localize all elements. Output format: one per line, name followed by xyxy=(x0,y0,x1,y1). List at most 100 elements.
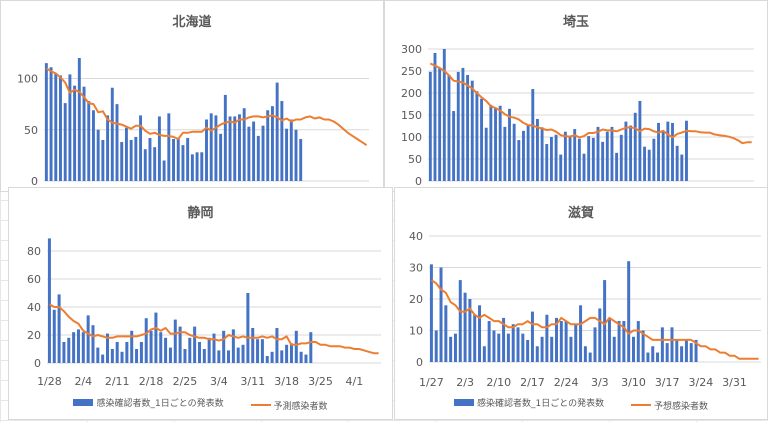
bar xyxy=(86,315,90,363)
bar xyxy=(439,267,443,362)
bar xyxy=(540,127,544,181)
bar xyxy=(666,121,670,181)
bar xyxy=(190,154,194,181)
bar xyxy=(503,126,507,181)
bar xyxy=(629,125,633,181)
x-tick-label: 3/10 xyxy=(621,376,646,389)
bar xyxy=(238,114,241,181)
bar xyxy=(484,127,488,181)
chart-panel-saitama[interactable]: 埼玉 0 50 100 150 200 250 300 xyxy=(384,0,768,192)
bar xyxy=(294,129,298,181)
bar xyxy=(593,327,597,362)
bar xyxy=(195,152,199,181)
bar xyxy=(531,89,535,181)
bar xyxy=(452,111,456,181)
bar xyxy=(149,330,153,363)
bar xyxy=(54,73,58,181)
bar xyxy=(535,118,539,181)
bar xyxy=(275,82,279,181)
bar xyxy=(463,292,467,362)
x-tick-label: 2/10 xyxy=(486,376,511,389)
bar xyxy=(188,337,192,363)
legend-item-line: 予測感染者数 xyxy=(250,399,328,412)
bar xyxy=(236,347,240,363)
bar xyxy=(106,333,110,363)
x-tick-label: 1/28 xyxy=(37,375,62,388)
bar xyxy=(574,324,578,362)
bar xyxy=(299,138,303,181)
bar xyxy=(227,350,231,363)
legend-item-bar: 感染確認者数_1日ごとの発表数 xyxy=(453,396,604,409)
bar xyxy=(57,294,61,363)
legend-label: 感染確認者数_1日ごとの発表数 xyxy=(96,399,224,409)
y-tick-label: 30 xyxy=(409,262,423,275)
bar xyxy=(545,314,549,362)
bar xyxy=(526,339,530,362)
forecast-line xyxy=(45,67,368,146)
y-tick-label: 40 xyxy=(27,301,41,314)
bar xyxy=(671,122,674,181)
bar xyxy=(665,343,669,362)
bar xyxy=(251,328,255,363)
y-tick-label: 100 xyxy=(401,131,422,144)
bar xyxy=(120,142,124,181)
bar xyxy=(106,115,110,181)
x-tick-label: 2/24 xyxy=(554,376,579,389)
bar xyxy=(205,119,208,181)
bar xyxy=(77,58,81,181)
bar xyxy=(615,152,619,181)
bar xyxy=(214,115,218,181)
bar xyxy=(252,121,256,181)
bar xyxy=(675,145,679,181)
chart-panel-hokkaido[interactable]: 北海道 0 50 100 xyxy=(0,0,384,192)
chart-svg: 0 50 100 xyxy=(17,58,369,188)
bar xyxy=(81,332,85,363)
bar xyxy=(554,134,558,181)
bar xyxy=(200,152,204,181)
chart-panel-shizuoka[interactable]: 静岡 0 20 40 60 80 1/28 2/4 2/11 2/18 2/25 3/4 3/11 3/… xyxy=(8,187,393,420)
bar xyxy=(568,136,572,181)
chart-svg: 0 10 20 30 40 1/27 2/3 2/10 2/17 2/24 3/3 3/10 3/17 3… xyxy=(409,230,761,389)
bar xyxy=(256,135,260,181)
bar xyxy=(159,332,163,363)
bar xyxy=(555,317,558,362)
bar xyxy=(168,347,172,363)
chart-title: 埼玉 xyxy=(562,15,589,30)
bar xyxy=(82,86,86,181)
chart-panel-shiga[interactable]: 滋賀 0 10 20 30 40 1/27 2/3 2/10 2/17 2/24 3/3 3/10 3/… xyxy=(394,187,768,420)
bar xyxy=(110,87,114,181)
legend-bar-swatch xyxy=(453,399,474,406)
bar xyxy=(466,74,470,181)
bar xyxy=(549,137,553,181)
bar xyxy=(461,67,465,181)
forecast-line xyxy=(48,303,379,355)
bar xyxy=(294,330,298,363)
bar xyxy=(162,160,166,181)
bar xyxy=(545,144,549,181)
bar xyxy=(183,349,187,363)
bar xyxy=(428,71,432,181)
legend-line-swatch xyxy=(250,404,271,406)
x-tick-label: 2/18 xyxy=(139,375,164,388)
bar xyxy=(508,108,511,181)
bar xyxy=(660,327,664,362)
bar xyxy=(453,333,457,362)
bar xyxy=(275,328,279,363)
bar xyxy=(139,342,143,363)
bar xyxy=(563,131,567,181)
legend-bar-swatch xyxy=(73,399,94,406)
bar xyxy=(246,293,250,363)
bar xyxy=(233,116,237,181)
y-tick-label: 250 xyxy=(401,65,422,78)
bar xyxy=(577,138,581,181)
bar xyxy=(506,333,510,362)
bar xyxy=(442,49,446,181)
bar xyxy=(498,105,502,181)
bar xyxy=(217,350,221,363)
bar xyxy=(612,336,616,362)
bar xyxy=(212,333,216,363)
bar xyxy=(603,280,607,362)
bar xyxy=(582,153,586,181)
bar xyxy=(72,332,76,363)
bar xyxy=(651,346,655,362)
